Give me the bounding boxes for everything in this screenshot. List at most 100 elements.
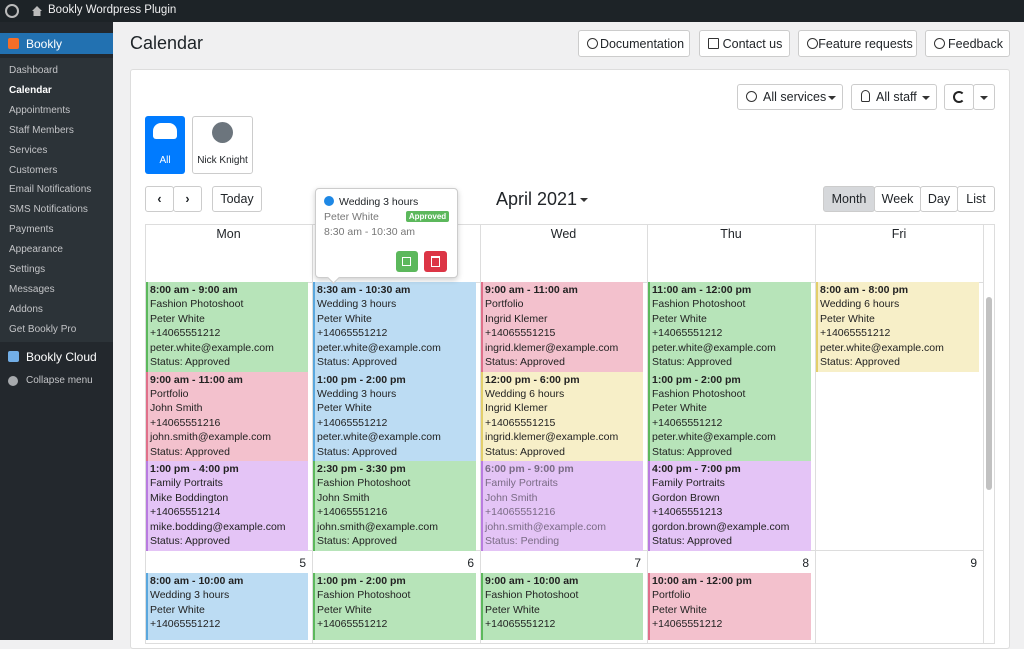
event[interactable]: 8:00 am - 9:00 am Fashion Photoshoot Peter… <box>146 282 308 372</box>
menu-item[interactable]: Email Notifications <box>9 184 92 196</box>
menu-item[interactable]: Appearance <box>9 244 63 256</box>
button-icon <box>934 38 945 49</box>
menu-item[interactable]: Appointments <box>9 104 71 116</box>
event-line: 8:30 am - 10:30 am <box>317 284 411 296</box>
cloud-icon <box>8 351 19 362</box>
event-line: Status: Approved <box>652 535 732 547</box>
today-button[interactable]: Today <box>212 186 262 212</box>
event-line: +14065551216 <box>150 416 221 429</box>
admin-bar <box>0 0 1024 22</box>
event[interactable]: 6:00 pm - 9:00 pm Family Portraits John Sm… <box>481 461 643 551</box>
event-line: Wedding 3 hours <box>150 589 230 602</box>
menu-item[interactable]: Services <box>9 144 48 156</box>
month-title[interactable]: April 2021 <box>496 189 578 209</box>
event-line: 1:00 pm - 2:00 pm <box>652 373 741 386</box>
event-line: 2:30 pm - 3:30 pm <box>317 463 406 475</box>
event-line: Family Portraits <box>150 477 223 490</box>
event[interactable]: 1:00 pm - 2:00 pm Wedding 3 hours Peter Wh… <box>313 371 476 461</box>
menu-item[interactable]: Dashboard <box>9 65 58 76</box>
event[interactable]: 2:30 pm - 3:30 pm Fashion Photoshoot John … <box>313 461 476 551</box>
event-line: +14065551215 <box>485 327 556 340</box>
user-icon <box>861 90 870 102</box>
event-line: Fashion Photoshoot <box>652 298 746 311</box>
event-line: Fashion Photoshoot <box>652 387 746 400</box>
menu-item[interactable]: Get Bookly Pro <box>9 323 77 335</box>
plugin-menu[interactable] <box>0 33 113 54</box>
view-button[interactable]: Day <box>920 186 958 212</box>
event[interactable]: 1:00 pm - 2:00 pm Fashion Photoshoot Peter… <box>313 573 476 640</box>
event-line: +14065551214 <box>150 506 221 519</box>
event[interactable]: 11:00 am - 12:00 pm Fashion Photoshoot Pet… <box>648 282 811 372</box>
event-line: 9:00 am - 10:00 am <box>485 575 579 587</box>
color-dot <box>324 196 334 206</box>
refresh-icon <box>953 91 965 103</box>
event[interactable]: 12:00 pm - 6:00 pm Wedding 6 hours Ingrid … <box>481 371 643 461</box>
menu-item[interactable]: Staff Members <box>9 124 74 136</box>
event-line: 4:00 pm - 7:00 pm <box>652 463 741 475</box>
view-button[interactable]: Week <box>874 186 921 212</box>
event-line: +14065551212 <box>652 416 723 429</box>
event-line: +14065551212 <box>317 416 388 429</box>
event-line: Fashion Photoshoot <box>317 477 411 490</box>
menu-item[interactable]: Messages <box>9 283 55 295</box>
event-line: Status: Approved <box>317 356 397 368</box>
services-label: All services <box>763 90 827 104</box>
event[interactable]: 8:00 am - 8:00 pm Wedding 6 hours Peter Wh… <box>816 282 979 372</box>
view-button[interactable]: Month <box>823 186 875 212</box>
day-number: 5 <box>299 556 306 570</box>
event[interactable]: 9:00 am - 11:00 am Portfolio John Smith +14… <box>146 371 308 461</box>
event-line: 8:00 am - 9:00 am <box>150 284 238 296</box>
button-icon <box>587 38 598 49</box>
prev-button[interactable]: ‹ <box>145 186 174 212</box>
next-button[interactable]: › <box>173 186 202 212</box>
menu-item[interactable]: Customers <box>9 164 58 176</box>
event-line: 12:00 pm - 6:00 pm <box>485 373 580 386</box>
event[interactable]: 10:00 am - 12:00 pm Portfolio Peter White +… <box>648 573 811 640</box>
refresh-button[interactable] <box>944 84 974 110</box>
event[interactable]: 8:00 am - 10:00 am Wedding 3 hours Peter W… <box>146 573 308 640</box>
event-line: Status: Approved <box>485 445 565 458</box>
event-line: Status: Approved <box>820 356 900 368</box>
plugin-name[interactable]: Bookly <box>26 37 63 51</box>
menu-item[interactable]: Calendar <box>9 84 52 96</box>
menu-item[interactable]: Payments <box>9 224 54 236</box>
event-line: +14065551212 <box>652 327 723 340</box>
grid-line <box>312 224 313 644</box>
cloud-item[interactable]: Bookly Cloud <box>26 350 97 364</box>
submenu <box>0 58 113 342</box>
event-line: Status: Approved <box>317 445 397 458</box>
staff-tab-label: All <box>159 155 171 166</box>
header-button[interactable]: Contact us <box>699 30 790 57</box>
home-icon <box>32 6 42 16</box>
event[interactable]: 4:00 pm - 7:00 pm Family Portraits Gordon … <box>648 461 811 551</box>
site-name[interactable]: Bookly Wordpress Plugin <box>48 4 177 16</box>
event[interactable]: 8:30 am - 10:30 am Wedding 3 hours Peter W… <box>313 282 476 372</box>
arrow-icon: › <box>185 192 190 206</box>
event-line: +14065551212 <box>150 327 221 340</box>
event-line: Gordon Brown <box>652 491 720 504</box>
button-icon <box>708 38 719 49</box>
event[interactable]: 1:00 pm - 2:00 pm Fashion Photoshoot Peter… <box>648 371 811 461</box>
day-header: Fri <box>891 227 907 241</box>
page-title: Calendar <box>130 33 204 53</box>
menu-item[interactable]: Addons <box>9 303 43 315</box>
delete-button[interactable] <box>424 251 447 272</box>
button-label: Feedback <box>948 36 1003 51</box>
day-number: 8 <box>802 556 809 570</box>
event-line: 10:00 am - 12:00 pm <box>652 575 752 587</box>
day-header: Mon <box>216 227 241 241</box>
menu-item[interactable]: SMS Notifications <box>9 204 88 216</box>
day-number: 9 <box>970 556 977 570</box>
event[interactable]: 1:00 pm - 4:00 pm Family Portraits Mike Bo… <box>146 461 308 551</box>
event[interactable]: 9:00 am - 11:00 am Portfolio Ingrid Klemer… <box>481 282 643 372</box>
event-line: +14065551212 <box>652 618 723 631</box>
menu-item[interactable]: Settings <box>9 264 46 275</box>
collapse-item[interactable]: Collapse menu <box>26 375 93 386</box>
services-filter[interactable] <box>737 84 843 110</box>
grid-line <box>647 224 648 644</box>
event[interactable]: 9:00 am - 10:00 am Fashion Photoshoot Pete… <box>481 573 643 640</box>
event-line: 1:00 pm - 2:00 pm <box>317 575 406 587</box>
edit-button[interactable] <box>396 251 418 272</box>
event-line: peter.white@example.com <box>652 341 776 354</box>
view-button[interactable]: List <box>957 186 995 212</box>
